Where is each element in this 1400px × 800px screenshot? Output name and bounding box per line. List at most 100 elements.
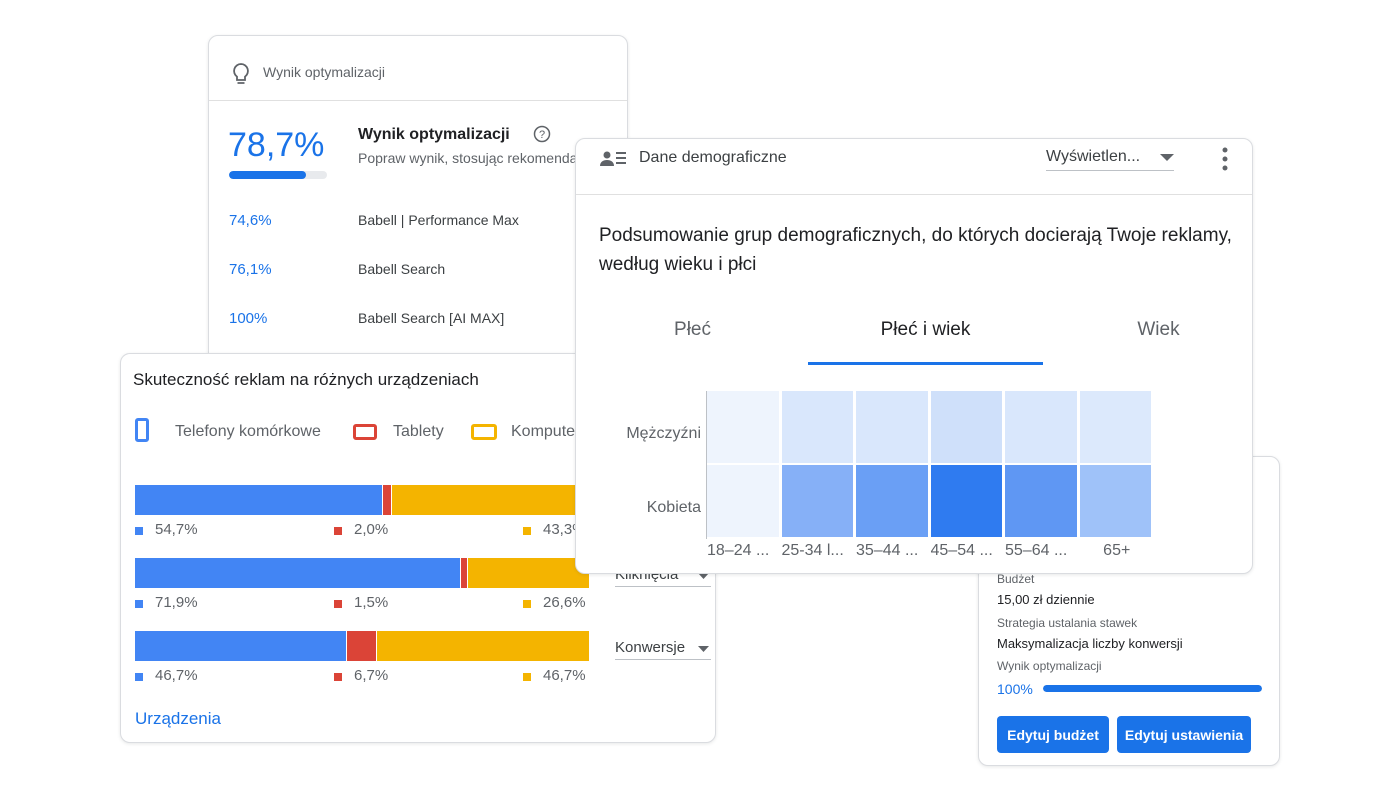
value-label: 2,0%	[354, 521, 389, 538]
score-subtitle: Popraw wynik, stosując rekomendacje	[358, 150, 596, 166]
tab[interactable]: Płeć i wiek	[880, 319, 971, 340]
row-label: Mężczyźni	[626, 425, 701, 442]
column-label: 55–64 ...	[1005, 542, 1068, 559]
heatmap-cell	[1005, 465, 1077, 537]
budget-label: Budżet	[997, 572, 1035, 586]
heatmap-cell	[856, 391, 928, 463]
heatmap-cell	[1079, 465, 1151, 537]
score-label: 78,7%	[228, 126, 325, 164]
score-track	[1043, 685, 1262, 692]
divider	[576, 194, 1252, 195]
edit-settings-button[interactable]: Edytuj ustawienia	[1117, 716, 1251, 753]
device-segment	[135, 631, 347, 661]
column-label: 65+	[1103, 542, 1131, 559]
legend-square	[523, 600, 531, 608]
score-value: 100%	[997, 681, 1033, 697]
device-segment	[392, 485, 589, 515]
legend-label: Tablety	[393, 423, 444, 440]
column-label: 18–24 ...	[707, 542, 770, 559]
value-label: 6,7%	[354, 667, 389, 684]
value-label: 71,9%	[155, 594, 198, 611]
legend-icon	[353, 424, 377, 440]
axis-line	[706, 391, 707, 539]
heatmap-cell	[930, 391, 1002, 463]
value-label: 26,6%	[543, 594, 586, 611]
score-label: Wynik optymalizacji	[997, 659, 1102, 673]
demographics-icon	[600, 151, 626, 166]
value-label: 46,7%	[543, 667, 586, 684]
help-icon[interactable]: ?	[533, 125, 551, 143]
legend-square	[523, 527, 531, 535]
device-segment	[468, 558, 589, 588]
heatmap-cell	[781, 391, 853, 463]
legend-square	[135, 527, 143, 535]
campaign-score: 76,1%	[229, 261, 272, 278]
card-title: Skuteczność reklam na różnych urządzenia…	[133, 370, 479, 389]
strategy-value: Maksymalizacja liczby konwersji	[997, 636, 1183, 651]
column-label: 25-34 l...	[781, 542, 844, 559]
dropdown-arrow	[698, 646, 709, 652]
legend-icon	[135, 418, 149, 442]
campaign-score: 100%	[229, 310, 268, 327]
legend-square	[334, 527, 342, 535]
score-bar	[229, 171, 307, 179]
score-bar	[1043, 685, 1262, 692]
metric-dropdown[interactable]: Konwersje	[615, 639, 711, 660]
edit-budget-button[interactable]: Edytuj budżet	[997, 716, 1109, 753]
device-segment	[346, 631, 378, 661]
campaign-name: Babell | Performance Max	[358, 212, 519, 228]
dropdown-arrow	[1160, 154, 1174, 161]
dropdown-text: Konwersje	[615, 639, 686, 656]
column-label: 45–54 ...	[930, 542, 993, 559]
legend-square	[334, 600, 342, 608]
bulb-icon	[233, 63, 249, 84]
campaign-name: Babell Search [AI MAX]	[358, 310, 505, 326]
device-segment	[377, 631, 589, 661]
heading: Podsumowanie grup demograficznych, do kt…	[599, 225, 1232, 275]
row-label: Kobieta	[646, 499, 701, 516]
campaign-score: 74,6%	[229, 212, 272, 229]
value-label: 1,5%	[354, 594, 389, 611]
heatmap-cell	[781, 465, 853, 537]
strategy-label: Strategia ustalania stawek	[997, 616, 1138, 630]
devices-link[interactable]: Urządzenia	[135, 709, 221, 728]
device-segment	[135, 558, 462, 588]
heatmap-cell	[1005, 391, 1077, 463]
value-label: 46,7%	[155, 667, 198, 684]
heatmap-cell	[1079, 391, 1151, 463]
budget-value: 15,00 zł dziennie	[997, 592, 1095, 607]
dropdown-arrow	[698, 573, 709, 579]
score-title: Wynik optymalizacji	[358, 126, 510, 143]
device-segment	[383, 485, 393, 515]
score-track	[229, 171, 327, 179]
device-segment	[135, 485, 384, 515]
divider	[209, 100, 627, 101]
optimization-card: Wynik optymalizacji 78,7% Wynik optymali…	[208, 35, 628, 377]
legend-square	[523, 673, 531, 681]
legend-icon	[471, 424, 497, 440]
column-label: 35–44 ...	[856, 542, 919, 559]
metric-dropdown[interactable]: Wyświetlen...	[1046, 148, 1174, 171]
card-header: Wynik optymalizacji	[263, 64, 386, 80]
tab[interactable]: Wiek	[1137, 319, 1180, 340]
legend-label: Komputery	[511, 423, 589, 440]
legend-square	[135, 673, 143, 681]
heatmap-cell	[707, 391, 779, 463]
value-label: 54,7%	[155, 521, 198, 538]
heatmap-cell	[856, 465, 928, 537]
value-label: 43,3%	[543, 521, 586, 538]
campaign-name: Babell Search	[358, 261, 446, 277]
heatmap-cell	[930, 465, 1002, 537]
dropdown-text: Wyświetlen...	[1046, 148, 1141, 165]
tab[interactable]: Płeć	[674, 319, 711, 340]
demographics-card: Dane demograficzne Wyświetlen... Podsumo…	[575, 138, 1253, 574]
legend-square	[334, 673, 342, 681]
card-header: Dane demograficzne	[639, 149, 787, 166]
tab-indicator	[808, 362, 1043, 365]
legend-square	[135, 600, 143, 608]
legend-label: Telefony komórkowe	[175, 423, 321, 440]
heatmap-cell	[707, 465, 779, 537]
svg-text:?: ?	[539, 129, 545, 141]
more-menu[interactable]	[1222, 147, 1228, 171]
